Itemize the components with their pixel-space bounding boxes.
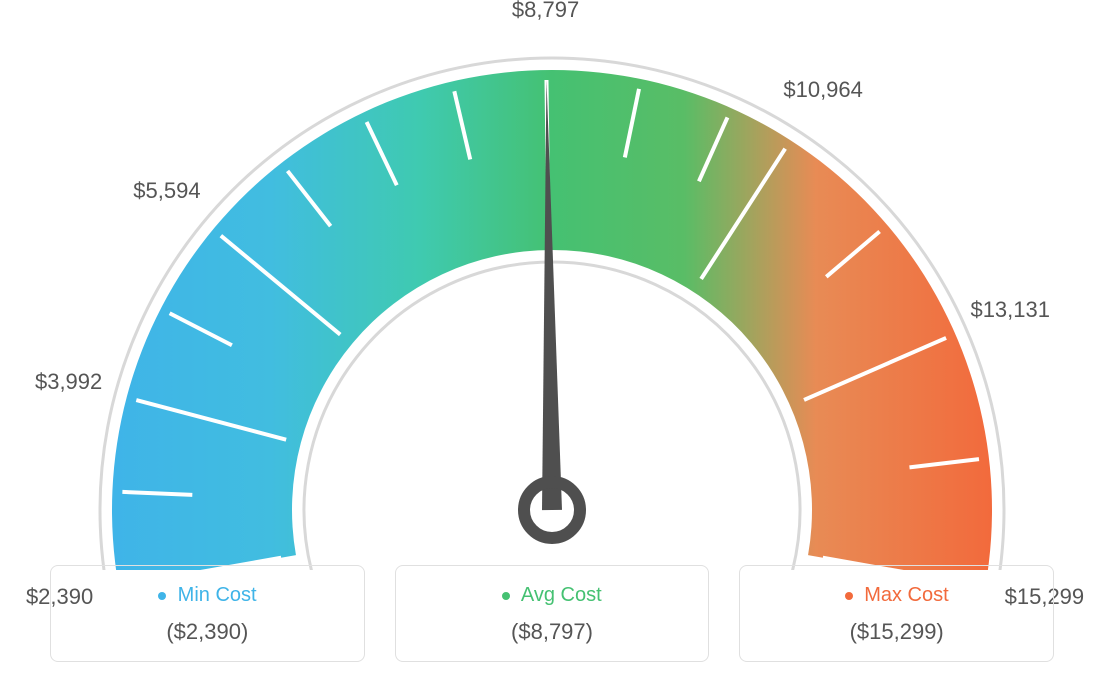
max-cost-title: Max Cost — [750, 584, 1043, 607]
gauge-tick-label: $3,992 — [35, 369, 102, 395]
min-cost-title: Min Cost — [61, 584, 354, 607]
avg-cost-dot-icon — [502, 592, 510, 600]
avg-cost-label: Avg Cost — [521, 584, 602, 606]
cost-gauge: $2,390$3,992$5,594$8,797$10,964$13,131$1… — [0, 10, 1104, 570]
avg-cost-title: Avg Cost — [406, 584, 699, 607]
summary-cards: Min Cost ($2,390) Avg Cost ($8,797) Max … — [50, 565, 1054, 662]
max-cost-value: ($15,299) — [750, 619, 1043, 645]
min-cost-label: Min Cost — [178, 584, 257, 606]
gauge-tick-label: $10,964 — [783, 77, 863, 103]
gauge-tick-label: $5,594 — [133, 178, 200, 204]
max-cost-card: Max Cost ($15,299) — [739, 565, 1054, 662]
min-cost-value: ($2,390) — [61, 619, 354, 645]
max-cost-dot-icon — [845, 592, 853, 600]
gauge-svg — [0, 10, 1104, 570]
min-cost-dot-icon — [158, 592, 166, 600]
gauge-tick-label: $8,797 — [512, 0, 579, 23]
gauge-tick-label: $13,131 — [970, 297, 1050, 323]
max-cost-label: Max Cost — [864, 584, 948, 606]
min-cost-card: Min Cost ($2,390) — [50, 565, 365, 662]
avg-cost-value: ($8,797) — [406, 619, 699, 645]
avg-cost-card: Avg Cost ($8,797) — [395, 565, 710, 662]
